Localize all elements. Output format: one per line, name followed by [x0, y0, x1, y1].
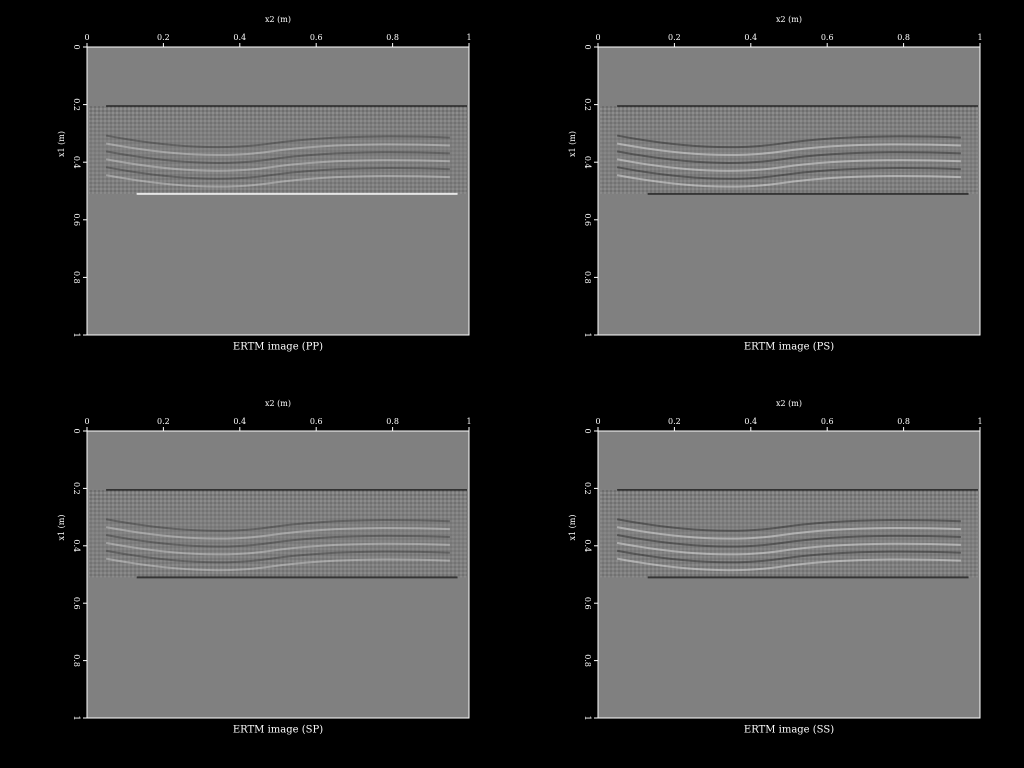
image-event — [616, 150, 961, 164]
image-event — [616, 166, 961, 180]
chart-title: ERTM image (SP) — [233, 725, 323, 736]
image-event — [105, 150, 450, 164]
x-tick-label: 0 — [84, 417, 89, 426]
y-tick-label: 0.6 — [583, 213, 592, 226]
image-event — [616, 158, 961, 172]
x-tick-label: 1 — [977, 417, 982, 426]
image-event — [616, 557, 961, 572]
x-tick-label: 0.6 — [821, 33, 834, 42]
y-tick-label: 0.8 — [583, 654, 592, 667]
image-texture-fade — [600, 106, 978, 194]
x-tick-label: 0.8 — [386, 33, 399, 42]
x-tick-label: 0.2 — [668, 33, 681, 42]
y-tick-label: 1 — [583, 715, 592, 720]
image-event — [105, 526, 450, 540]
image-event — [105, 549, 450, 564]
y-tick-label: 0 — [583, 428, 592, 433]
image-event — [105, 518, 450, 532]
x-tick-label: 1 — [466, 33, 471, 42]
y-tick-label: 0.8 — [72, 271, 81, 284]
x-tick-label: 0 — [595, 33, 600, 42]
y-tick-label: 0.4 — [72, 539, 81, 552]
x-tick-label: 0 — [595, 417, 600, 426]
x-tick-label: 0.2 — [157, 33, 170, 42]
chart-title: ERTM image (SS) — [744, 725, 834, 736]
y-tick-label: 0.8 — [72, 654, 81, 667]
x-tick-label: 0.4 — [744, 417, 757, 426]
image-texture-fade — [89, 106, 467, 194]
image-event — [616, 134, 961, 149]
y-tick-label: 0.4 — [583, 539, 592, 552]
image-event — [616, 549, 961, 564]
x-tick-label: 0.8 — [897, 33, 910, 42]
y-axis-label: x1 (m) — [57, 515, 66, 541]
x-tick-label: 0.8 — [897, 417, 910, 426]
plot-frame — [86, 430, 470, 719]
image-event — [616, 142, 961, 157]
x-tick-label: 1 — [977, 33, 982, 42]
y-tick-label: 0.2 — [583, 98, 592, 111]
plot-frame — [86, 46, 470, 336]
y-tick-label: 0.6 — [72, 213, 81, 226]
plot-frame — [597, 46, 981, 336]
x-tick-label: 1 — [466, 417, 471, 426]
chart-title: ERTM image (PS) — [744, 342, 834, 353]
x-tick-label: 0 — [84, 33, 89, 42]
image-event — [105, 541, 450, 556]
y-tick-label: 0.4 — [72, 156, 81, 169]
x-axis-label: x2 (m) — [776, 399, 802, 408]
x-tick-label: 0.4 — [233, 417, 246, 426]
y-axis-label: x1 (m) — [568, 515, 577, 541]
image-event — [105, 158, 450, 172]
x-tick-label: 0.6 — [310, 33, 323, 42]
y-tick-label: 1 — [72, 332, 81, 337]
x-axis-label: x2 (m) — [265, 15, 291, 24]
y-tick-label: 0 — [583, 44, 592, 49]
image-texture-fade — [600, 489, 978, 578]
y-tick-label: 1 — [72, 715, 81, 720]
x-tick-label: 0.4 — [744, 33, 757, 42]
y-tick-label: 0.6 — [583, 597, 592, 610]
x-axis-label: x2 (m) — [265, 399, 291, 408]
y-axis-label: x1 (m) — [57, 131, 66, 157]
y-tick-label: 0.2 — [583, 482, 592, 495]
x-tick-label: 0.2 — [668, 417, 681, 426]
y-tick-label: 0.2 — [72, 98, 81, 111]
y-tick-label: 0.6 — [72, 597, 81, 610]
x-tick-label: 0.6 — [310, 417, 323, 426]
x-tick-label: 0.4 — [233, 33, 246, 42]
y-tick-label: 0.4 — [583, 156, 592, 169]
image-event — [105, 134, 450, 149]
y-tick-label: 0 — [72, 428, 81, 433]
x-axis-label: x2 (m) — [776, 15, 802, 24]
y-tick-label: 0.2 — [72, 482, 81, 495]
y-tick-label: 0 — [72, 44, 81, 49]
x-tick-label: 0.6 — [821, 417, 834, 426]
image-texture-fade — [89, 489, 467, 578]
y-tick-label: 1 — [583, 332, 592, 337]
image-event — [105, 166, 450, 180]
y-axis-label: x1 (m) — [568, 131, 577, 157]
image-event — [616, 533, 961, 548]
image-event — [616, 541, 961, 556]
image-event — [105, 142, 450, 157]
x-tick-label: 0.8 — [386, 417, 399, 426]
image-event — [616, 518, 961, 532]
image-event — [105, 557, 450, 572]
chart-title: ERTM image (PP) — [233, 342, 323, 353]
plot-frame — [597, 430, 981, 719]
image-event — [616, 526, 961, 540]
x-tick-label: 0.2 — [157, 417, 170, 426]
y-tick-label: 0.8 — [583, 271, 592, 284]
image-event — [105, 533, 450, 548]
image-event — [616, 174, 961, 188]
image-event — [105, 174, 450, 188]
